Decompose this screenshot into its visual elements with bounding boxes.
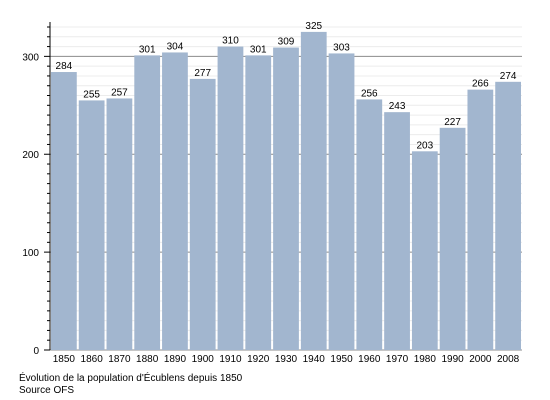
x-tick-label: 1920 [247,354,270,365]
bar-value-label: 301 [139,44,156,55]
x-tick-label: 1860 [81,354,104,365]
bar-value-label: 274 [500,71,517,82]
x-tick-label: 1910 [219,354,242,365]
x-tick-label: 1900 [192,354,215,365]
bar-value-label: 203 [416,140,433,151]
x-tick-label: 1950 [330,354,353,365]
bar [189,78,216,350]
bar-value-label: 277 [194,68,211,79]
bar [356,99,383,351]
y-tick-label: 100 [22,248,39,259]
x-tick-label: 1960 [358,354,381,365]
bar [245,55,272,350]
bar-value-label: 303 [333,42,350,53]
bar [134,55,161,350]
x-tick-label: 1890 [164,354,187,365]
bar-value-label: 284 [56,61,73,72]
bar [467,89,494,350]
x-tick-label: 2000 [469,354,492,365]
chart-caption-title: Évolution de la population d'Écublens de… [19,373,243,384]
bar-value-label: 309 [278,37,295,48]
bar [384,112,410,351]
chart-caption-source: Source OFS [19,385,75,396]
x-tick-label: 1880 [136,354,159,365]
y-axis [44,22,51,351]
x-tick-label: 1990 [441,354,464,365]
bar [51,72,77,351]
bar-value-label: 255 [83,89,100,100]
labels: 0 100 200 300 284 1850 255 1860 257 1870 301 1880 30… [22,21,519,365]
bar [217,46,244,351]
x-tick-label: 1930 [275,354,298,365]
bar [162,52,188,350]
bar-value-label: 301 [250,44,267,55]
bar-value-label: 304 [167,41,184,52]
x-tick-label: 1870 [108,354,131,365]
bar-value-label: 266 [472,79,489,90]
bar-value-label: 310 [222,36,239,47]
x-tick-label: 1980 [414,354,437,365]
bar-value-label: 243 [389,101,406,112]
x-tick-label: 1940 [303,354,326,365]
bar [495,81,521,350]
y-tick-label: 300 [22,52,39,63]
x-tick-label: 1970 [386,354,409,365]
bar-value-label: 227 [444,117,461,128]
bar-value-label: 256 [361,88,378,99]
bar [78,100,105,350]
bar [439,127,466,350]
x-tick-label: 1850 [53,354,76,365]
y-tick-label: 200 [22,150,39,161]
bar-value-label: 257 [111,87,128,98]
bar [273,47,299,351]
bar [300,31,327,350]
bar [411,151,438,350]
bar [328,53,355,350]
x-tick-label: 2008 [497,354,520,365]
bars [51,31,521,351]
bar [106,98,133,351]
bar-value-label: 325 [305,21,322,32]
y-tick-label: 0 [33,346,39,357]
